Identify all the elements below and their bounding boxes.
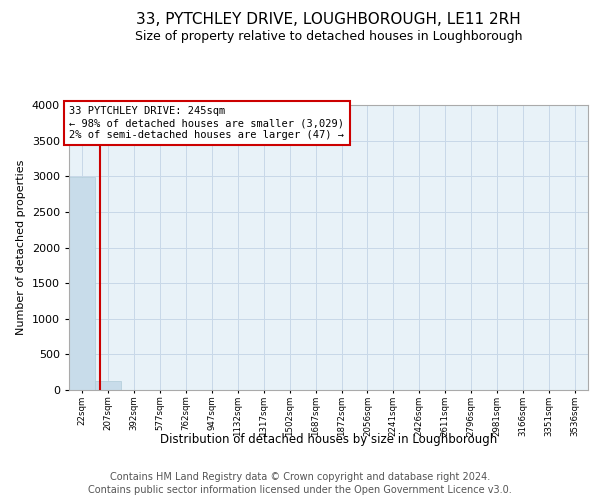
Text: Distribution of detached houses by size in Loughborough: Distribution of detached houses by size … — [160, 432, 497, 446]
Text: 33 PYTCHLEY DRIVE: 245sqm
← 98% of detached houses are smaller (3,029)
2% of sem: 33 PYTCHLEY DRIVE: 245sqm ← 98% of detac… — [70, 106, 344, 140]
Text: Contains HM Land Registry data © Crown copyright and database right 2024.: Contains HM Land Registry data © Crown c… — [110, 472, 490, 482]
Text: Contains public sector information licensed under the Open Government Licence v3: Contains public sector information licen… — [88, 485, 512, 495]
Bar — [69, 177, 95, 390]
Bar — [95, 382, 121, 390]
Text: 33, PYTCHLEY DRIVE, LOUGHBOROUGH, LE11 2RH: 33, PYTCHLEY DRIVE, LOUGHBOROUGH, LE11 2… — [136, 12, 521, 28]
Text: Size of property relative to detached houses in Loughborough: Size of property relative to detached ho… — [135, 30, 523, 43]
Y-axis label: Number of detached properties: Number of detached properties — [16, 160, 26, 335]
